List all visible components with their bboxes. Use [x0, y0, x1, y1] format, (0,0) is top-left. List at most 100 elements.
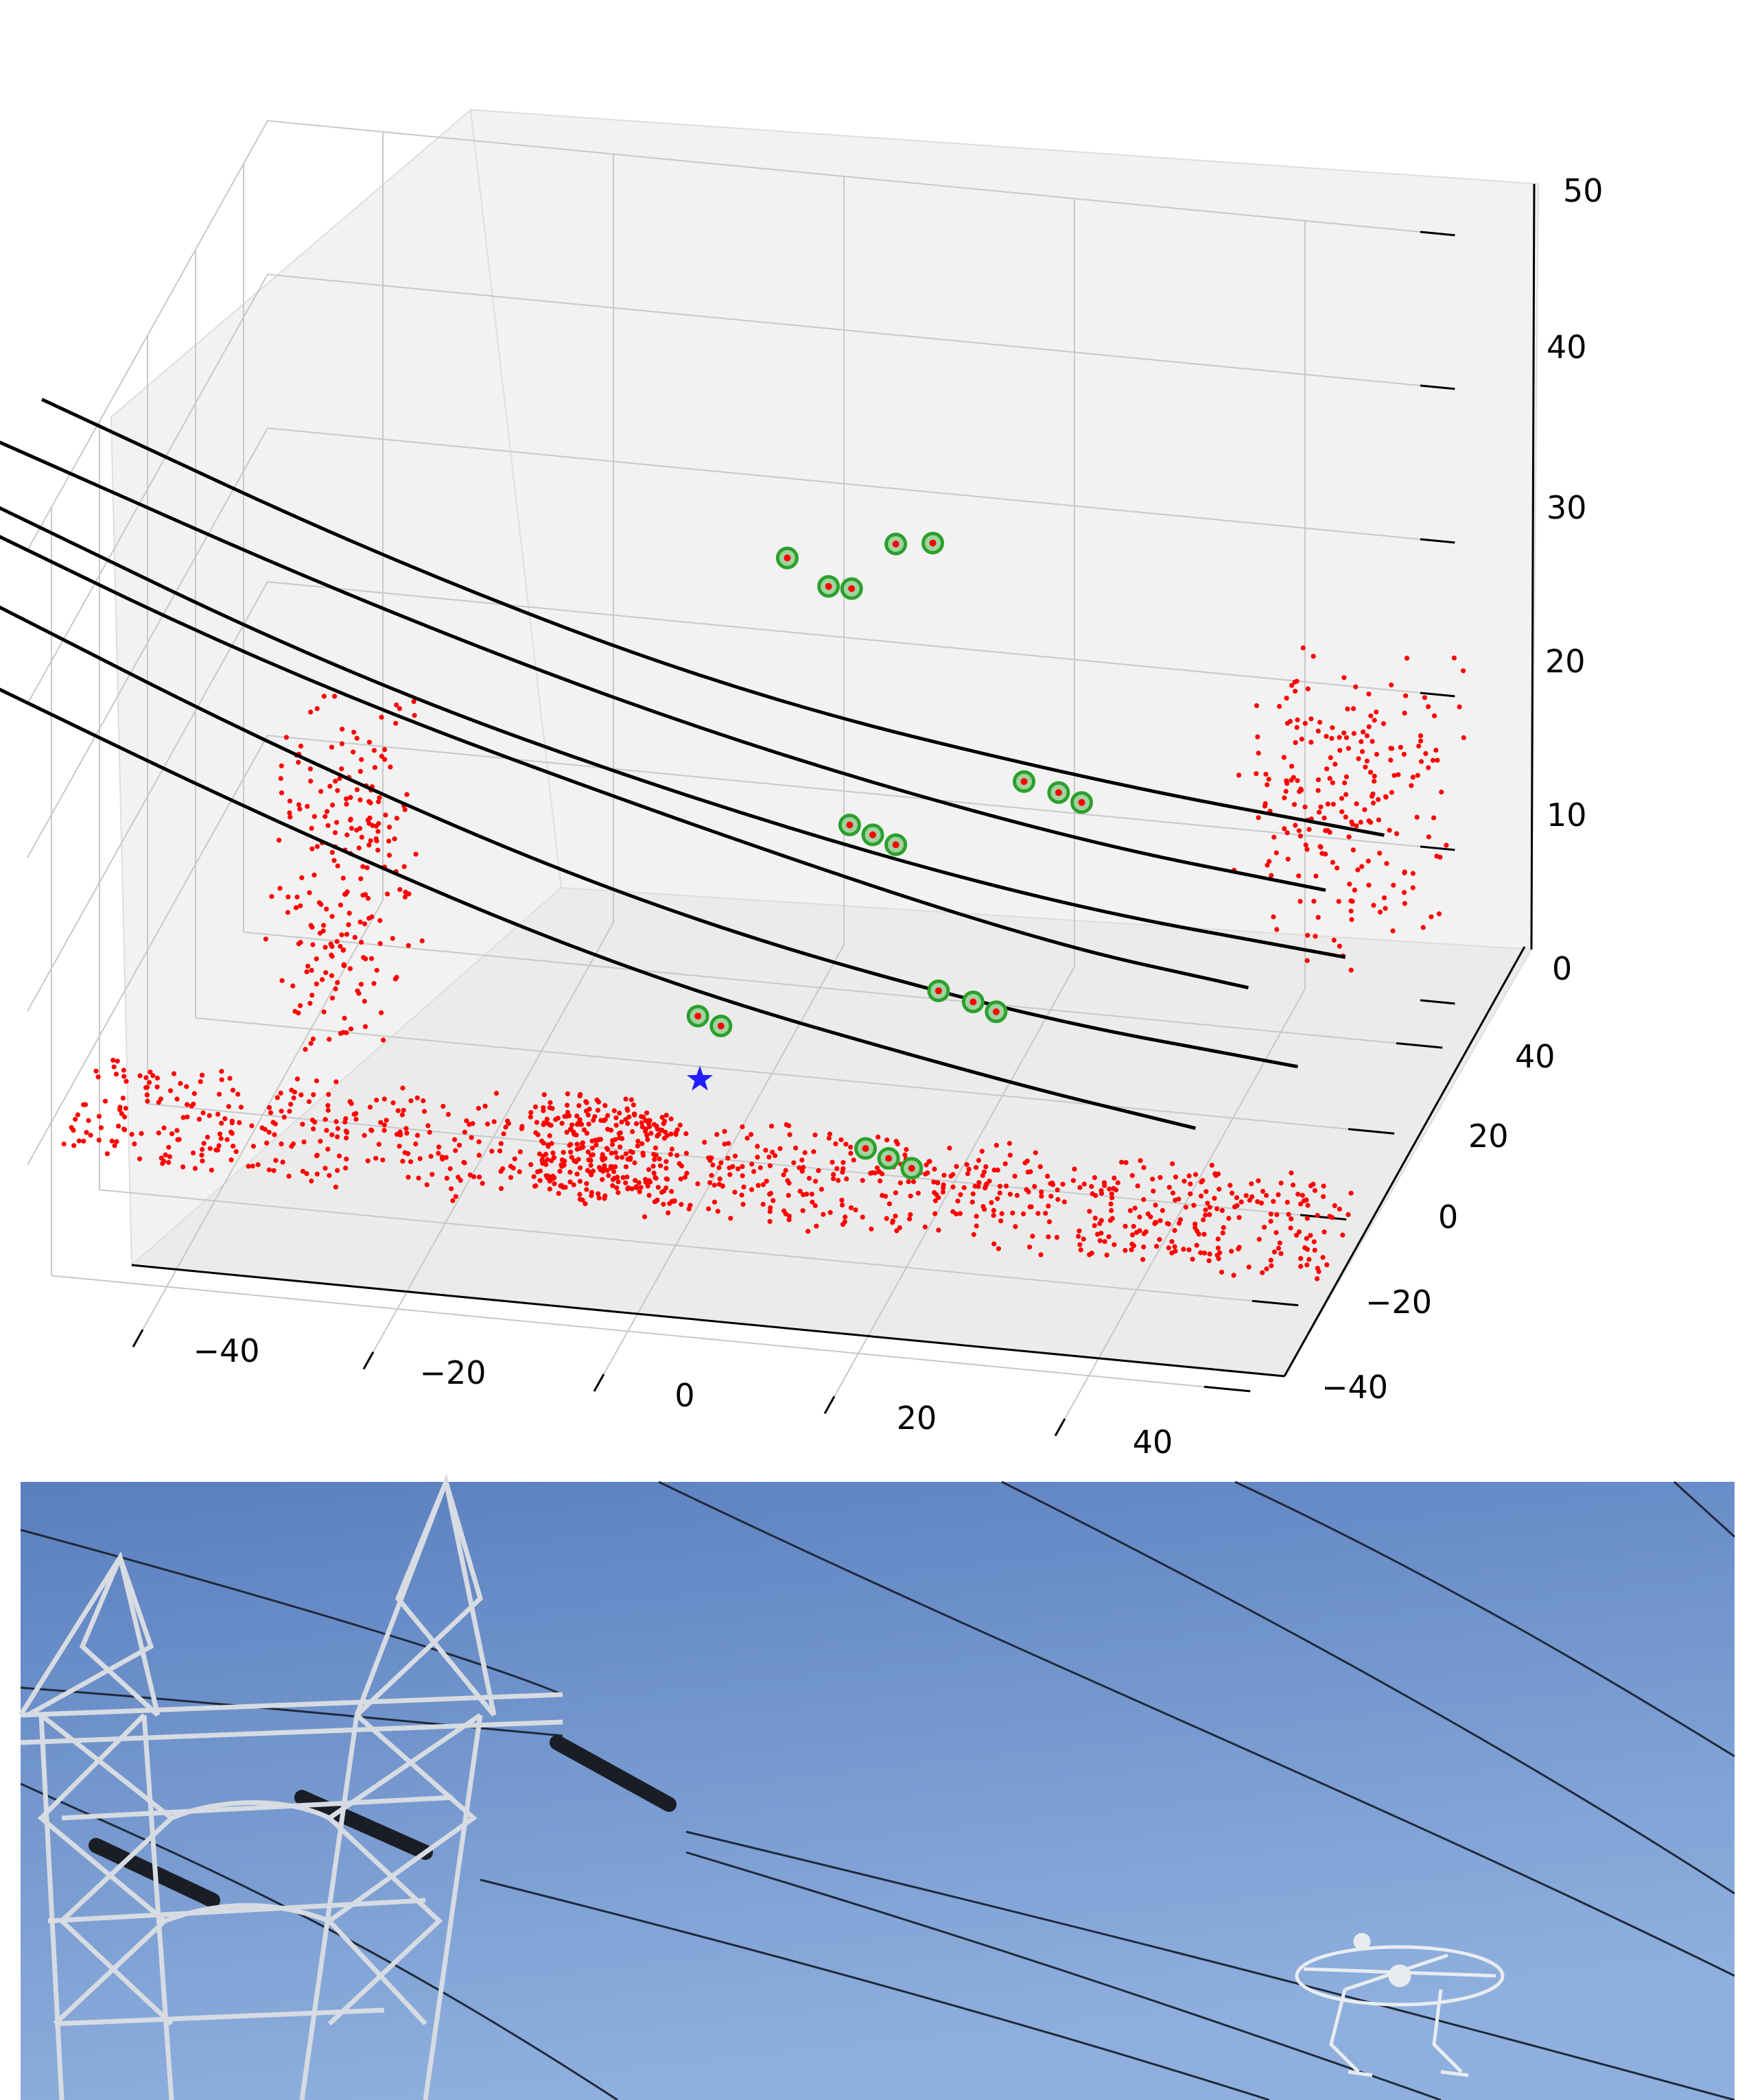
cloud-point — [1221, 1225, 1226, 1230]
vehicle-point — [561, 1150, 566, 1155]
cloud-point — [482, 1103, 488, 1109]
cloud-point — [144, 1092, 150, 1098]
cloud-point — [1095, 1231, 1101, 1237]
cloud-point — [994, 1142, 999, 1148]
cloud-point — [425, 1123, 431, 1129]
y-tick — [1251, 1299, 1299, 1307]
vehicle-point — [600, 1168, 606, 1174]
tower-left-point — [339, 741, 344, 746]
cloud-point — [453, 1194, 458, 1199]
cloud-point — [578, 1165, 583, 1170]
cloud-point — [400, 1159, 406, 1164]
grid-line — [603, 176, 845, 1375]
cloud-point — [1202, 1250, 1208, 1255]
vehicle-point — [585, 1149, 591, 1155]
cloud-point — [965, 1171, 970, 1177]
cloud-point — [602, 1193, 608, 1199]
cloud-point — [1112, 1242, 1117, 1247]
right-cluster-point — [1348, 908, 1354, 914]
cloud-point — [400, 1085, 406, 1091]
vehicle-point — [584, 1187, 589, 1192]
cloud-point — [368, 1127, 374, 1133]
tower-left-point — [314, 956, 319, 962]
cloud-point — [266, 1105, 272, 1110]
right-cluster-point — [1439, 789, 1444, 795]
cloud-point — [1141, 1165, 1147, 1170]
tower-left-point — [321, 694, 327, 699]
tower-left-point — [348, 1026, 354, 1032]
vehicle-point — [633, 1178, 638, 1183]
cloud-point — [497, 1148, 503, 1154]
power-lines — [20, 1480, 1736, 2100]
tower-left-point — [323, 970, 329, 976]
cloud-point — [124, 1078, 129, 1084]
vehicle-point — [651, 1170, 657, 1176]
tower-left-point — [375, 829, 381, 834]
cloud-point — [198, 1079, 203, 1085]
vehicle-point — [604, 1168, 610, 1173]
cloud-point — [1101, 1180, 1107, 1185]
cloud-point — [132, 1141, 137, 1146]
vehicle-point — [580, 1144, 586, 1150]
cloud-point — [1315, 1213, 1320, 1218]
cloud-point — [1188, 1191, 1193, 1196]
tower-left-point — [310, 1036, 316, 1041]
cloud-point — [596, 1195, 602, 1201]
tower-left-point — [296, 941, 302, 947]
cloud-point — [219, 1069, 224, 1074]
vehicle-point — [540, 1160, 545, 1166]
cloud-point — [831, 1176, 836, 1181]
cloud-point — [1289, 1216, 1294, 1222]
vehicle-point — [630, 1129, 635, 1135]
right-cluster-point — [1282, 795, 1287, 801]
cloud-point — [98, 1125, 104, 1131]
cloud-point — [677, 1122, 683, 1128]
cloud-point — [1148, 1214, 1153, 1220]
right-cluster-point — [1335, 865, 1340, 871]
right-cluster-point — [1380, 721, 1387, 727]
cloud-point — [314, 1078, 319, 1084]
cloud-point — [175, 1137, 180, 1142]
tower-left-point — [338, 902, 343, 908]
right-cluster-point — [1282, 826, 1287, 831]
cloud-point — [897, 1180, 903, 1185]
tower-left-point — [287, 814, 293, 820]
right-cluster-point — [1277, 704, 1282, 709]
right-cluster-point — [1299, 736, 1304, 742]
cloud-point — [1092, 1215, 1098, 1221]
cloud-point — [1115, 1180, 1120, 1185]
cloud-point — [112, 1143, 117, 1148]
tower-left-point — [342, 1015, 347, 1021]
cloud-point — [1207, 1212, 1212, 1217]
right-cluster-point — [1422, 695, 1427, 700]
cloud-point — [720, 1183, 725, 1189]
vehicle-point — [623, 1096, 628, 1102]
right-cluster-point — [1414, 814, 1420, 820]
right-cluster-point — [1418, 738, 1424, 744]
cloud-point — [200, 1072, 205, 1078]
cloud-point — [470, 1121, 475, 1126]
cloud-point — [1173, 1197, 1178, 1203]
back-pane — [469, 108, 1540, 951]
vehicle-point — [576, 1103, 582, 1109]
cloud-point — [1203, 1207, 1208, 1213]
cloud-point — [362, 1133, 367, 1138]
cloud-point — [1201, 1231, 1207, 1237]
cloud-point — [1305, 1203, 1311, 1208]
cloud-point — [770, 1149, 775, 1155]
cloud-point — [1304, 1216, 1310, 1221]
tower-left-point — [298, 1003, 303, 1008]
cloud-point — [376, 1142, 381, 1147]
tower-left-point — [357, 825, 363, 831]
cloud-point — [709, 1172, 714, 1178]
vehicle-point — [609, 1142, 615, 1147]
right-cluster-point — [1325, 827, 1330, 834]
tower-left-point — [332, 694, 338, 699]
vehicle-point — [643, 1129, 648, 1134]
tower-left-point — [388, 764, 393, 770]
right-cluster-point — [1426, 765, 1431, 770]
vehicle-point — [588, 1157, 594, 1164]
cloud-point — [727, 1172, 733, 1177]
cloud-point — [1109, 1191, 1114, 1196]
cloud-point — [932, 1211, 938, 1216]
